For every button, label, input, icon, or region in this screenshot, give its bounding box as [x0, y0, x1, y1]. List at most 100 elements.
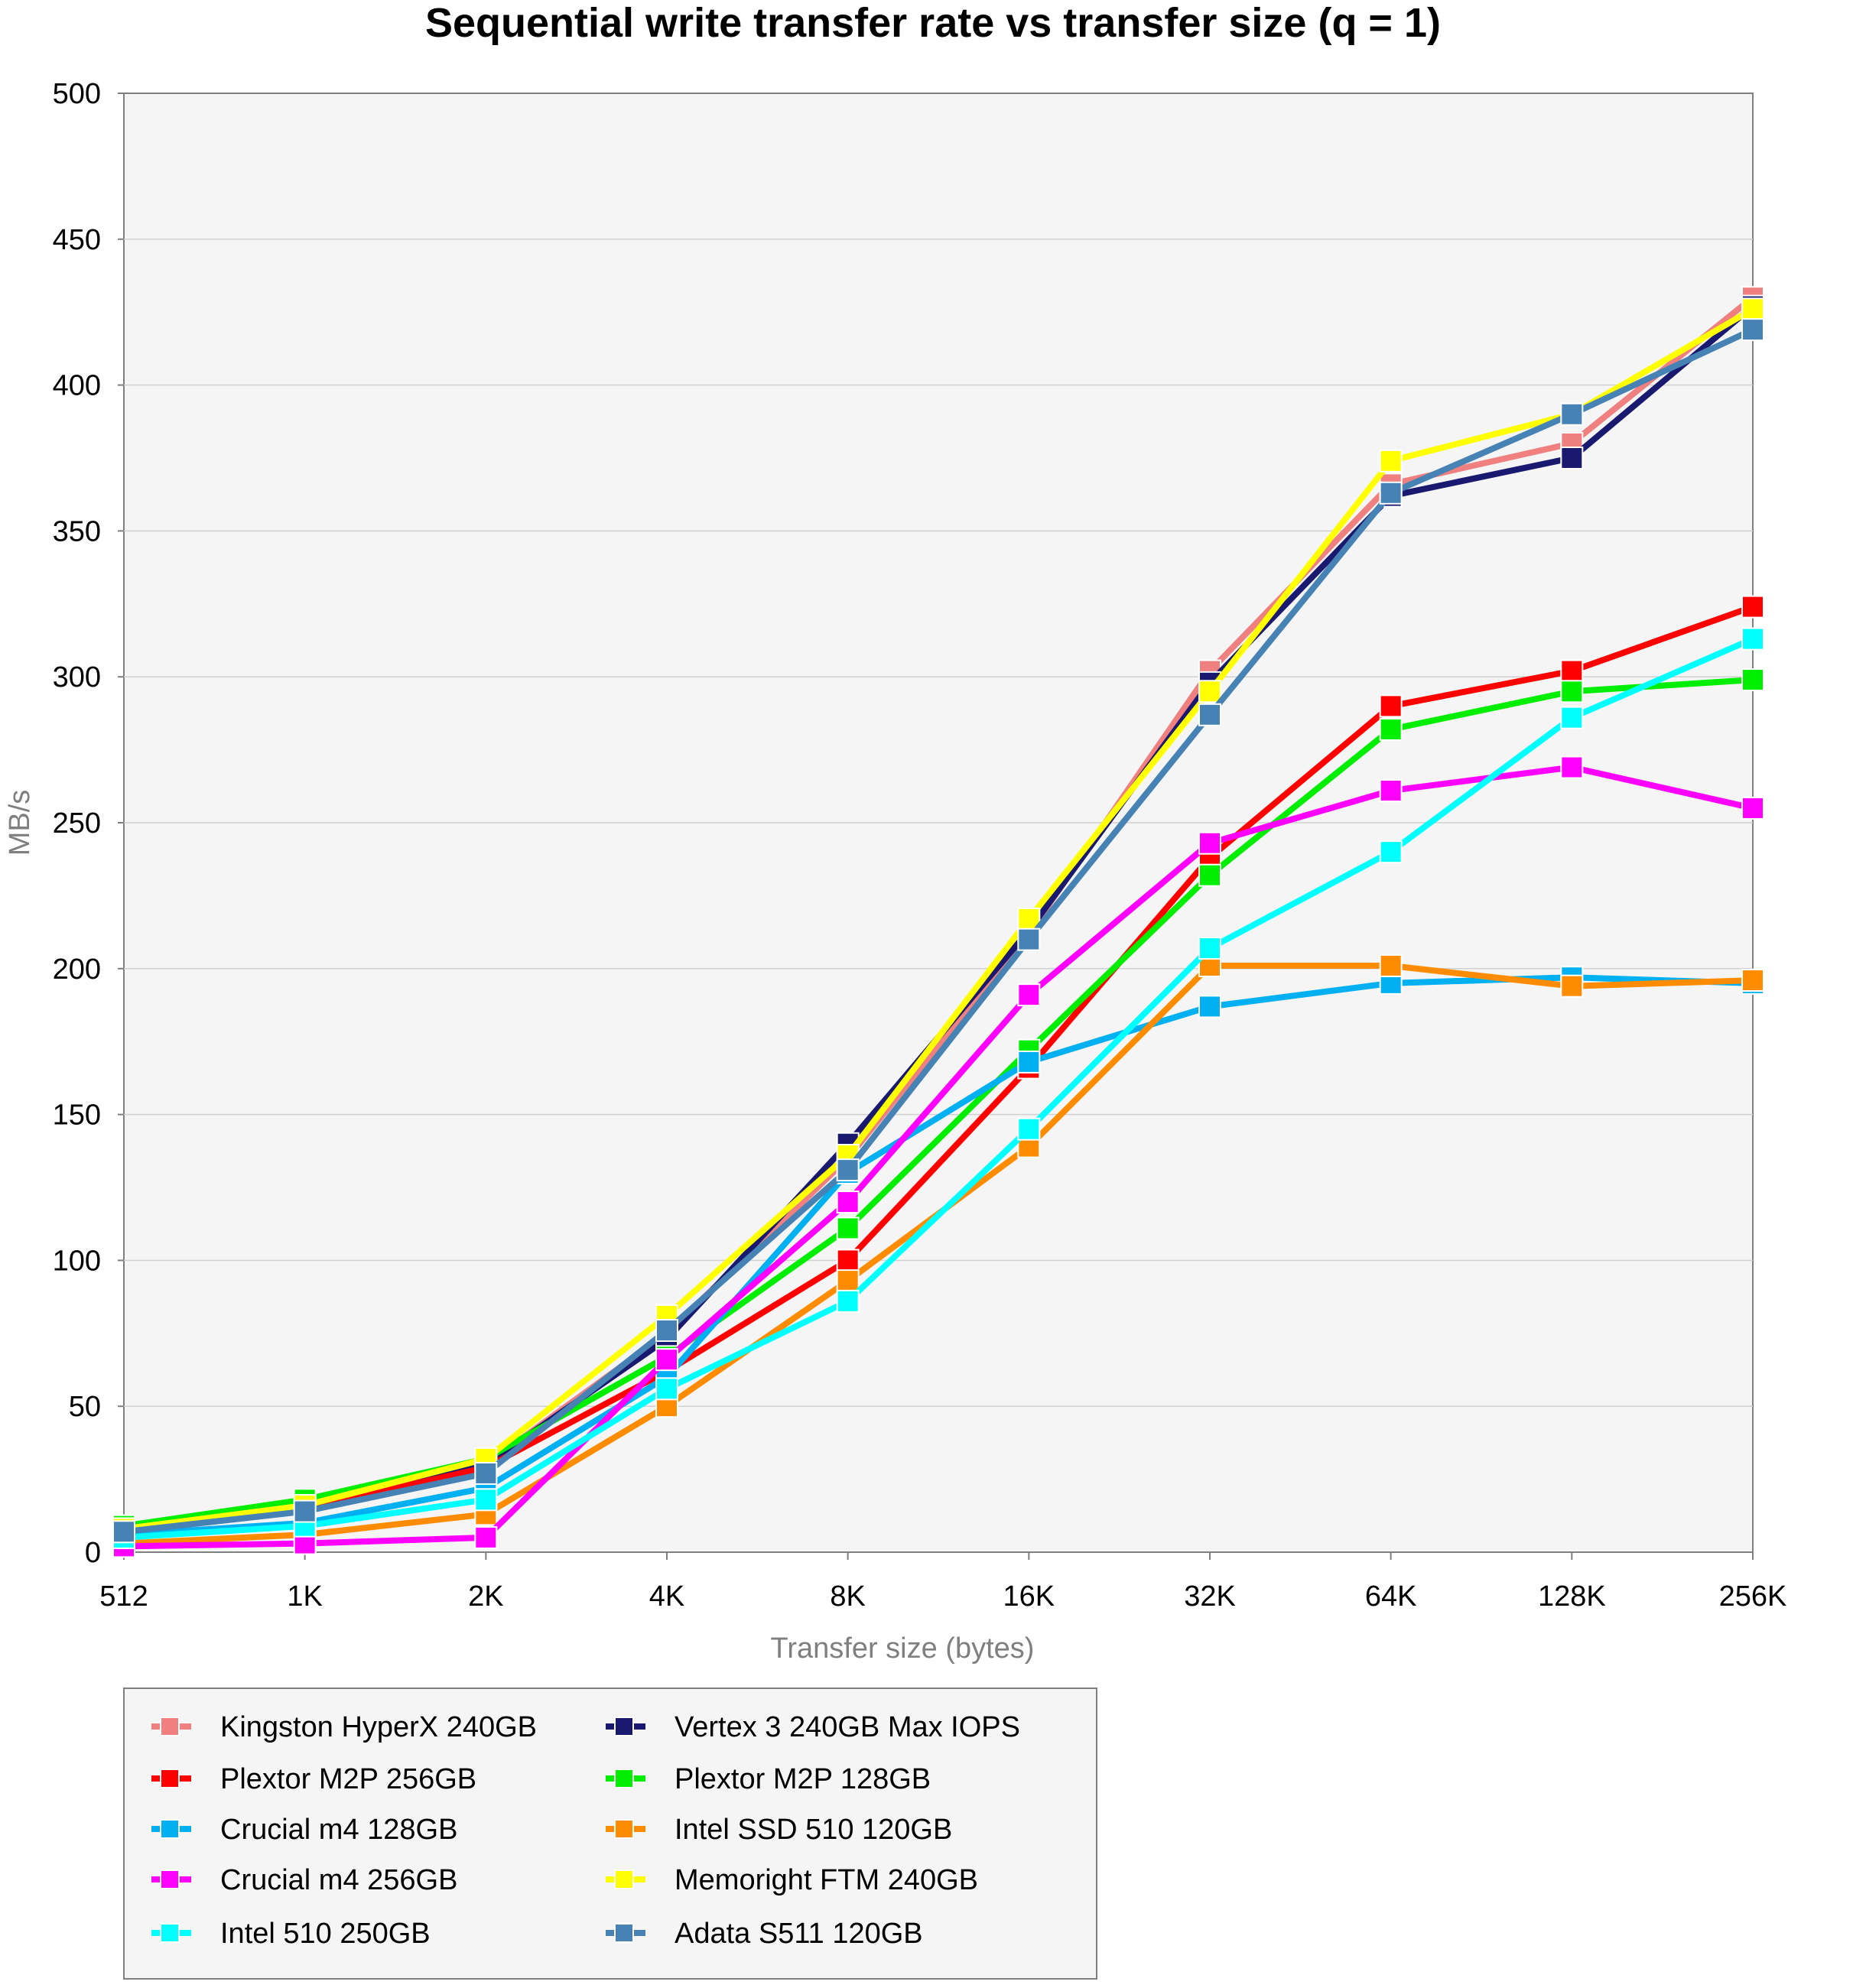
data-point	[1560, 974, 1584, 998]
data-point	[1560, 402, 1584, 426]
data-point	[1560, 706, 1584, 729]
data-point	[1379, 717, 1403, 741]
legend-item: Vertex 3 240GB Max IOPS	[606, 1711, 1020, 1743]
y-tick-label: 150	[53, 1100, 101, 1132]
x-tick-label: 32K	[1184, 1580, 1236, 1613]
data-point	[1379, 694, 1403, 718]
data-point	[836, 1249, 860, 1272]
legend-item: Memoright FTM 240GB	[606, 1864, 978, 1896]
y-tick-label: 100	[53, 1245, 101, 1277]
legend-item: Intel SSD 510 120GB	[606, 1814, 952, 1846]
y-axis-ticks: 0 50 100 150 200 250 300 350 400 450 500	[53, 78, 124, 1569]
legend-item: Plextor M2P 128GB	[606, 1763, 931, 1795]
y-tick-label: 200	[53, 953, 101, 986]
data-point	[1560, 447, 1584, 469]
data-point	[1017, 927, 1041, 951]
legend-label: Intel 510 250GB	[220, 1918, 431, 1950]
chart-title: Sequential write transfer rate vs transf…	[425, 0, 1441, 46]
x-tick-label: 256K	[1719, 1580, 1787, 1613]
series-line	[123, 635, 1754, 1541]
legend-label: Crucial m4 256GB	[220, 1864, 457, 1896]
series-9	[112, 318, 1764, 1544]
x-tick-label: 4K	[649, 1580, 684, 1613]
legend-label: Crucial m4 128GB	[220, 1814, 457, 1846]
y-tick-label: 250	[53, 807, 101, 840]
data-point	[836, 1269, 860, 1293]
y-tick-label: 450	[53, 224, 101, 256]
series-line	[123, 974, 1754, 1538]
legend-item: Crucial m4 256GB	[151, 1864, 457, 1896]
data-point	[474, 1525, 498, 1549]
data-point	[1741, 796, 1764, 820]
y-tick-label: 500	[53, 78, 101, 110]
data-point	[1379, 449, 1403, 473]
data-point	[1741, 969, 1764, 992]
y-tick-label: 350	[53, 515, 101, 547]
y-tick-label: 400	[53, 370, 101, 402]
legend-swatch-marker	[614, 1769, 634, 1788]
data-point	[1198, 937, 1221, 960]
data-point	[1379, 779, 1403, 803]
x-tick-label: 128K	[1538, 1580, 1606, 1613]
data-point	[1017, 1050, 1041, 1074]
legend-item: Kingston HyperX 240GB	[151, 1711, 537, 1743]
data-point	[474, 1488, 498, 1512]
legend-item: Intel 510 250GB	[151, 1918, 431, 1950]
legend-label: Intel SSD 510 120GB	[675, 1814, 952, 1846]
gridlines	[124, 239, 1753, 1407]
x-axis-ticks: 512 1K 2K 4K 8K 16K 32K 64K 128K 256K	[99, 1552, 1786, 1613]
data-point	[655, 1348, 678, 1372]
data-point	[1560, 755, 1584, 779]
legend-swatch-marker	[160, 1869, 180, 1889]
legend-swatch-marker	[160, 1819, 180, 1839]
series-8	[112, 627, 1764, 1549]
series-line	[123, 764, 1754, 1550]
data-point	[1017, 1117, 1041, 1141]
data-point	[836, 1217, 860, 1240]
legend-label: Plextor M2P 128GB	[675, 1763, 931, 1795]
series-line	[123, 603, 1754, 1535]
legend-label: Adata S511 120GB	[675, 1918, 923, 1950]
legend-swatch-marker	[614, 1923, 634, 1943]
legend-swatch-marker	[614, 1869, 634, 1889]
legend-swatch-marker	[614, 1717, 634, 1736]
y-tick-label: 50	[69, 1391, 101, 1423]
data-point	[655, 1318, 678, 1342]
series-lines	[112, 286, 1764, 1558]
y-tick-label: 300	[53, 661, 101, 694]
legend-swatch-marker	[160, 1769, 180, 1788]
data-point	[1741, 627, 1764, 651]
legend-item: Plextor M2P 256GB	[151, 1763, 476, 1795]
data-point	[1741, 668, 1764, 692]
data-point	[474, 1461, 498, 1485]
data-point	[1741, 595, 1764, 619]
legend-swatch-marker	[160, 1923, 180, 1943]
legend: Kingston HyperX 240GB Plextor M2P 256GB Cr…	[123, 1688, 1097, 1980]
data-point	[1379, 840, 1403, 864]
legend-item: Crucial m4 128GB	[151, 1814, 457, 1846]
data-point	[1379, 481, 1403, 505]
data-point	[1560, 659, 1584, 683]
data-point	[112, 1520, 135, 1544]
data-point	[836, 1289, 860, 1313]
data-point	[1017, 983, 1041, 1007]
data-point	[836, 1158, 860, 1182]
data-point	[1560, 680, 1584, 703]
legend-swatch-marker	[614, 1819, 634, 1839]
x-tick-label: 8K	[830, 1580, 865, 1613]
data-point	[836, 1191, 860, 1214]
x-axis-label: Transfer size (bytes)	[771, 1632, 1035, 1665]
legend-item: Adata S511 120GB	[606, 1918, 923, 1950]
data-point	[1379, 953, 1403, 977]
legend-label: Memoright FTM 240GB	[675, 1864, 978, 1896]
data-point	[1741, 318, 1764, 342]
series-line	[123, 306, 1755, 1532]
legend-swatch-marker	[160, 1717, 180, 1736]
data-point	[293, 1499, 317, 1523]
data-point	[1198, 703, 1221, 726]
legend-label: Plextor M2P 256GB	[220, 1763, 476, 1795]
data-point	[1198, 680, 1221, 703]
data-point	[655, 1377, 678, 1401]
y-tick-label: 0	[85, 1537, 101, 1569]
